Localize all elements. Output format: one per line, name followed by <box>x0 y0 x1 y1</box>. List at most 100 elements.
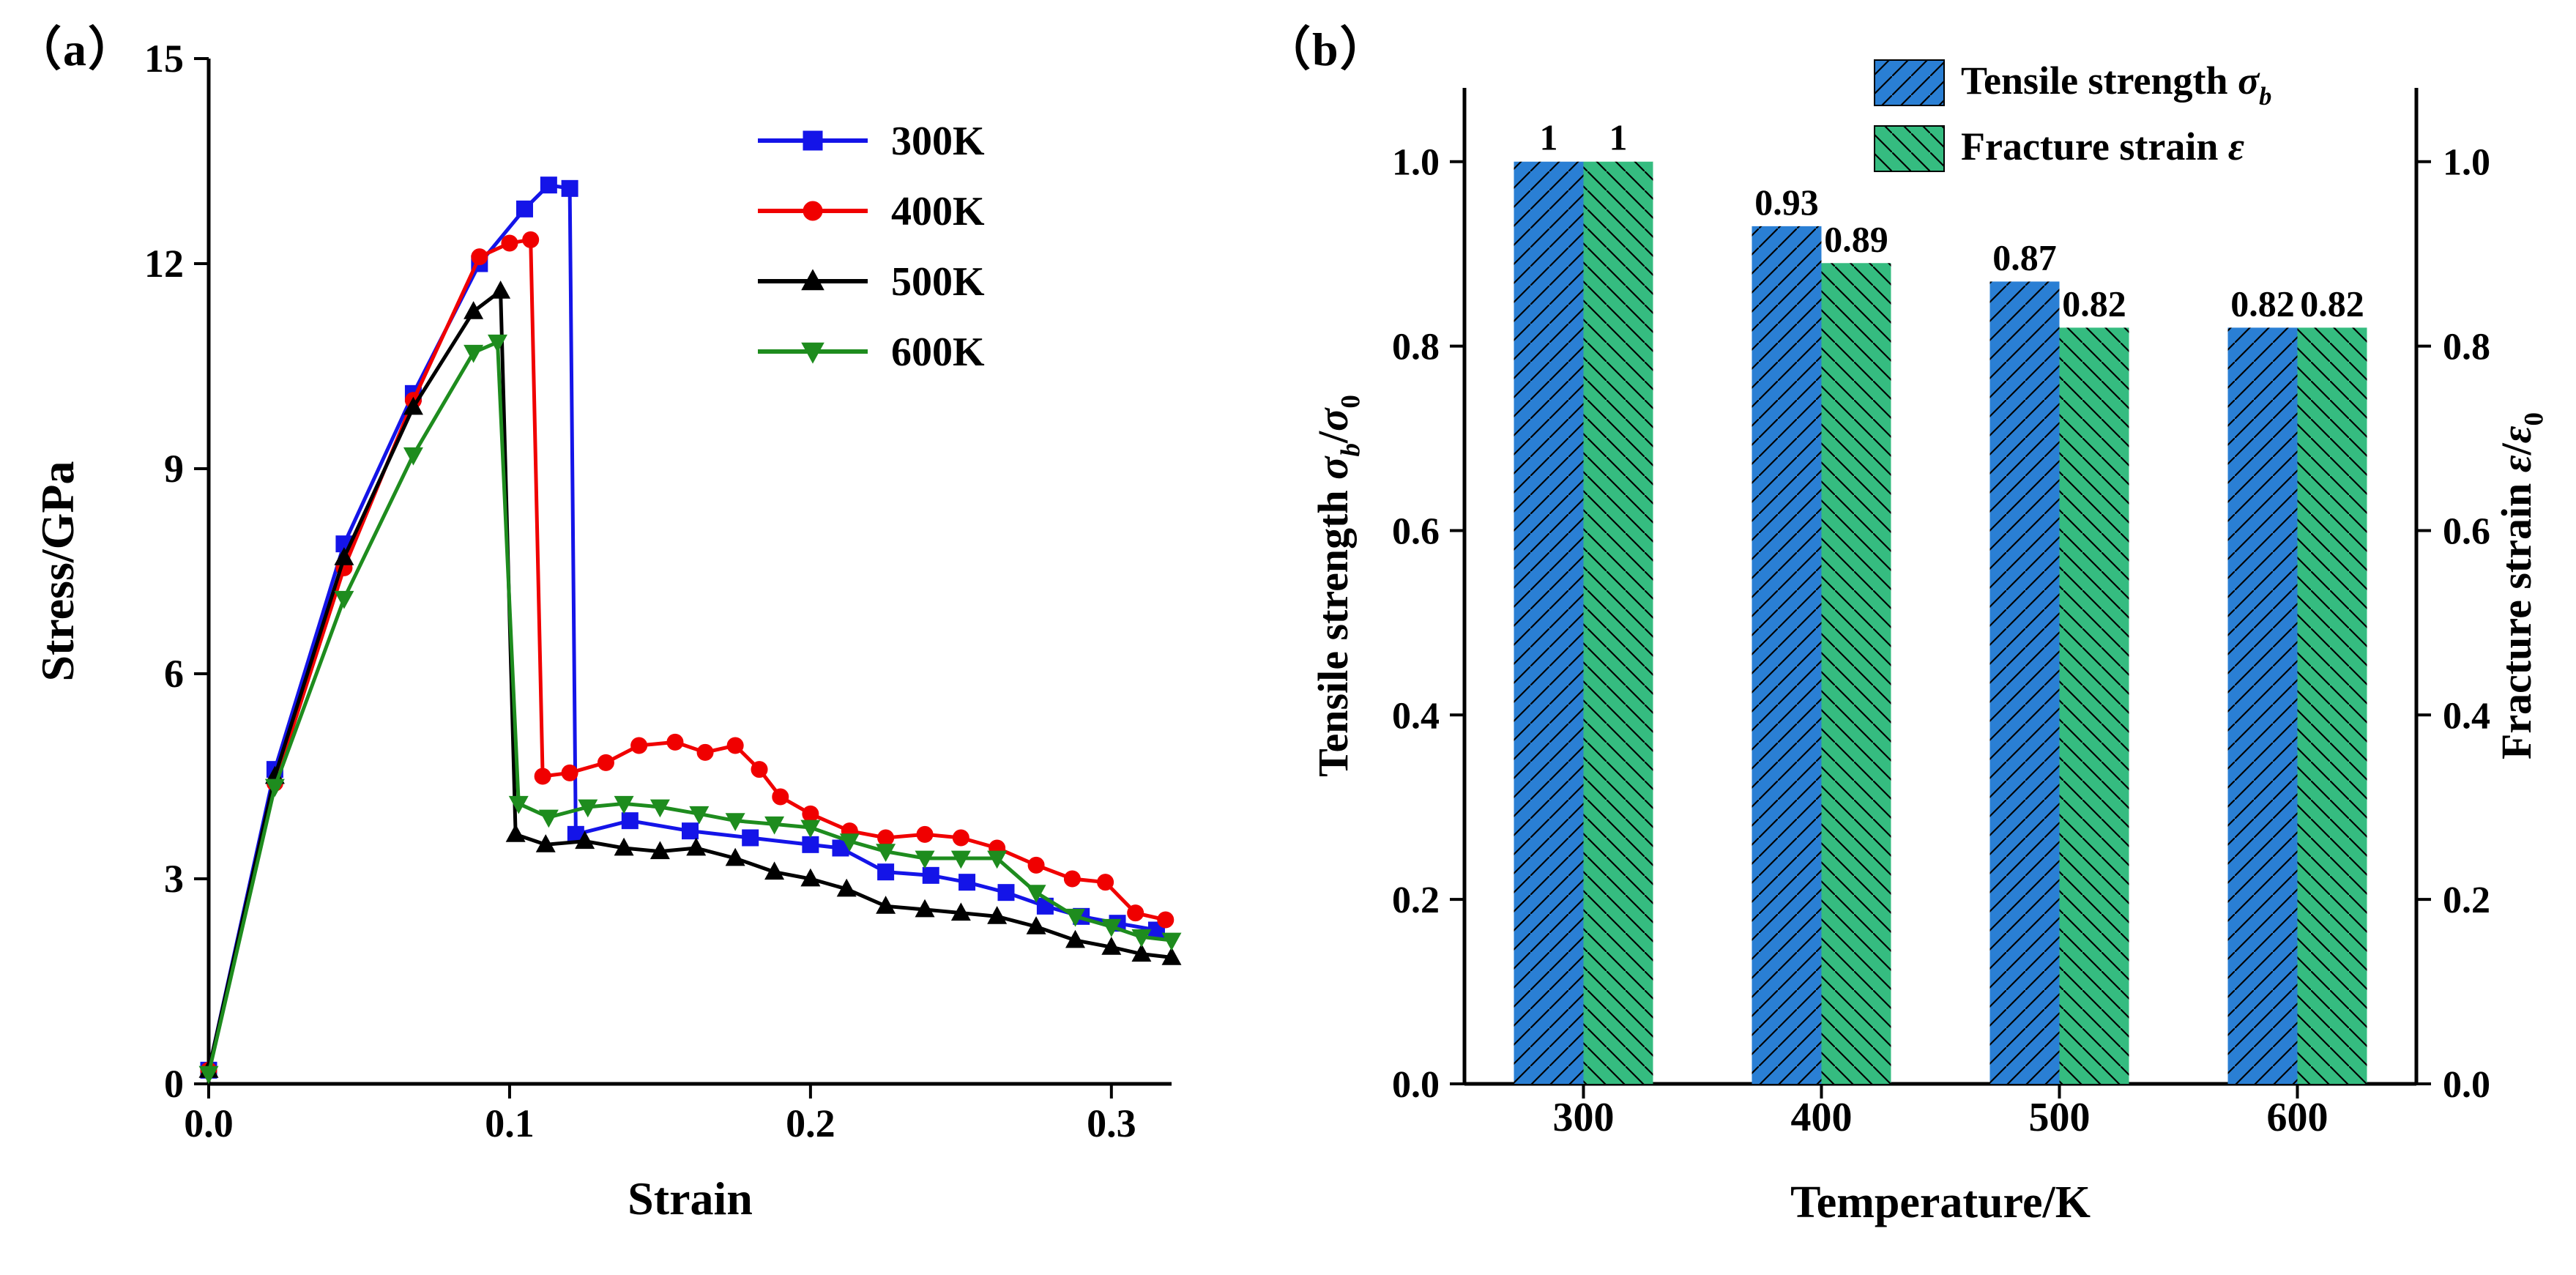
square-marker <box>922 866 939 884</box>
circle-marker <box>501 234 518 252</box>
axes-a <box>206 59 1172 1086</box>
square-marker <box>540 176 557 194</box>
y-tick-label: 15 <box>144 37 184 81</box>
bar-fracture-500 <box>2059 327 2129 1084</box>
x-tick-label-300: 300 <box>1553 1095 1615 1140</box>
circle-marker <box>471 248 488 266</box>
triangle-down-marker <box>578 799 598 818</box>
triangle-up-marker <box>575 830 595 850</box>
triangle-down-marker <box>915 850 935 869</box>
right-y-axis-title: Fracture strain ε/ε0 <box>2493 412 2549 759</box>
triangle-down-marker <box>264 778 285 798</box>
triangle-down-marker <box>464 344 484 363</box>
legend-swatch-tensile <box>1874 59 1945 106</box>
bar-value-tensile-500: 0.87 <box>1992 237 2057 278</box>
series-500K <box>198 280 1182 1078</box>
stress-strain-line-chart: 0.0 0.1 0.2 0.3 0 3 6 9 12 15 300K 400K 500K 600K Stra… <box>31 37 1182 1224</box>
bar-tensile-400 <box>1752 226 1822 1084</box>
panel-b-label: （b） <box>1264 23 1388 75</box>
square-marker <box>803 130 823 151</box>
circle-marker <box>1127 904 1144 922</box>
bar-value-tensile-600: 0.82 <box>2230 283 2295 324</box>
series-300K-line <box>206 182 1157 1071</box>
triangle-up-marker <box>915 899 935 918</box>
legend-label-400K: 400K <box>891 189 985 234</box>
triangle-down-marker <box>198 1066 219 1085</box>
triangle-up-marker <box>876 896 896 914</box>
bar-fracture-300 <box>1583 161 1653 1085</box>
legend-label-tensile: Tensile strength σb <box>1961 59 2271 111</box>
triangle-down-marker <box>801 342 824 364</box>
triangle-up-marker <box>1161 947 1182 965</box>
legend-swatch-fracture <box>1874 125 1945 172</box>
circle-marker <box>916 825 934 843</box>
legend-label-fracture: Fracture strain ε <box>1961 124 2244 168</box>
square-marker <box>561 179 578 197</box>
x-tick-label-500: 500 <box>2029 1095 2091 1140</box>
circle-marker <box>534 767 551 785</box>
y-tick-label: 6 <box>164 652 184 696</box>
series-500K-markers <box>198 280 1182 1078</box>
left-y-tick-label: 1.0 <box>1392 142 1440 184</box>
x-tick-label: 0.0 <box>184 1101 234 1145</box>
triangle-down-marker <box>839 833 860 852</box>
triangle-down-marker <box>1101 918 1122 937</box>
x-tick-label-600: 600 <box>2267 1095 2329 1140</box>
triangle-down-marker <box>1131 929 1152 948</box>
legend-label-500K: 500K <box>891 259 985 305</box>
circle-marker <box>802 805 819 822</box>
triangle-up-marker <box>491 280 511 299</box>
triangle-down-marker <box>649 799 670 818</box>
bar-value-fracture-300: 1 <box>1609 117 1628 158</box>
triangle-up-marker <box>836 878 857 897</box>
right-y-tick-label: 0.8 <box>2443 327 2490 368</box>
left-y-tick-label: 0.2 <box>1392 880 1440 921</box>
series-300K <box>200 176 1165 1079</box>
series-500K-line <box>206 287 1172 1071</box>
circle-marker <box>1063 870 1081 888</box>
bar-tensile-500 <box>1989 281 2060 1084</box>
right-y-tick-label: 0.6 <box>2443 510 2490 552</box>
x-tick-label-400: 400 <box>1791 1095 1853 1140</box>
triangle-up-marker <box>535 834 556 852</box>
bar-value-fracture-400: 0.89 <box>1824 218 1888 259</box>
triangle-down-marker <box>488 334 507 353</box>
circle-marker <box>772 788 789 806</box>
triangle-down-marker <box>1065 908 1085 927</box>
triangle-up-marker <box>403 396 423 415</box>
left-y-tick-label: 0.4 <box>1392 695 1440 737</box>
bar-fracture-600 <box>2297 327 2367 1084</box>
x-tick-label: 0.2 <box>786 1101 835 1145</box>
square-marker <box>742 829 759 847</box>
square-marker <box>682 822 699 840</box>
x-tick-label: 0.1 <box>485 1101 535 1145</box>
temperature-bar-chart: 0.0 0.0 0.2 0.2 0.4 0.4 0.6 0.6 0.8 0.8 1.0 1.0 1 1 30… <box>1309 59 2549 1227</box>
x-axis-title: Temperature/K <box>1790 1178 2091 1227</box>
triangle-down-marker <box>689 806 710 825</box>
left-y-tick-label: 0.0 <box>1392 1064 1440 1106</box>
triangle-up-marker <box>801 269 824 291</box>
triangle-down-marker <box>987 850 1008 869</box>
triangle-down-marker <box>725 813 745 831</box>
square-marker <box>621 812 639 830</box>
circle-marker <box>803 201 823 221</box>
triangle-up-marker <box>1131 943 1152 962</box>
circle-marker <box>666 733 684 751</box>
triangle-up-marker <box>1026 916 1046 934</box>
triangle-up-marker <box>464 301 484 319</box>
triangle-down-marker <box>538 809 559 828</box>
legend-label-300K: 300K <box>891 119 985 164</box>
bar-tensile-300 <box>1514 161 1584 1085</box>
bar-tensile-600 <box>2227 327 2298 1084</box>
circle-marker <box>1097 874 1114 891</box>
triangle-down-marker <box>508 795 529 814</box>
y-tick-label: 9 <box>164 447 184 491</box>
y-tick-label: 12 <box>144 242 184 286</box>
circle-marker <box>597 754 614 771</box>
triangle-up-marker <box>334 547 354 565</box>
triangle-down-marker <box>614 795 634 814</box>
series-600K <box>198 334 1182 1085</box>
y-tick-label: 0 <box>164 1062 184 1106</box>
bar-value-tensile-400: 0.93 <box>1754 182 1819 223</box>
